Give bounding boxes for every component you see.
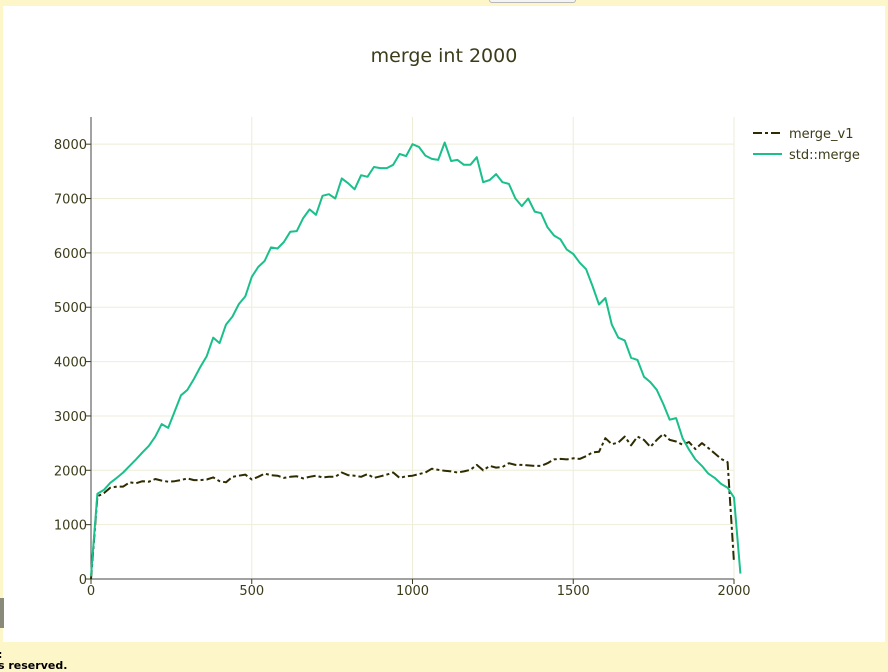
- x-tick-label: 500: [239, 584, 264, 599]
- y-tick-label: 5000: [54, 301, 87, 316]
- series-line-std-merge: [90, 141, 742, 577]
- chart-container: merge int 2000 0 1000 2000 3000 4000 5000 6000…: [3, 6, 885, 642]
- x-tick-label: 2000: [717, 584, 750, 599]
- x-axis-ticks: 0 500 1000 1500 2000: [87, 579, 751, 599]
- legend-label: merge_v1: [789, 127, 854, 142]
- side-panel-edge: [0, 598, 4, 628]
- y-tick-label: 8000: [54, 138, 87, 153]
- footer-line-1: :: [0, 648, 2, 661]
- line-chart: merge int 2000 0100020003000400050006000…: [54, 45, 860, 599]
- y-tick-label: 7000: [54, 193, 87, 208]
- y-tick-label: 6000: [54, 247, 87, 262]
- y-tick-label: 3000: [54, 410, 87, 425]
- y-tick-label: 0: [79, 573, 87, 588]
- x-tick-label: 1500: [557, 584, 590, 599]
- y-axis-ticks: 0 1000 2000 3000 4000 5000 6000 7000 8000: [54, 138, 91, 588]
- footer-line-2: s reserved.: [0, 659, 68, 672]
- x-tick-label: 0: [87, 584, 95, 599]
- legend-label: std::merge: [789, 148, 860, 163]
- chart-title: merge int 2000: [371, 45, 518, 67]
- footer-text: : s reserved.: [0, 649, 67, 671]
- y-tick-label: 1000: [54, 519, 87, 534]
- y-tick-label: 2000: [54, 464, 87, 479]
- x-tick-label: 1000: [396, 584, 429, 599]
- series-line-merge-v1: [90, 432, 735, 580]
- y-tick-label: 4000: [54, 356, 87, 371]
- axes: [90, 117, 734, 580]
- grid-lines: [91, 117, 735, 579]
- window-tab: [489, 0, 576, 3]
- series-lines: [90, 141, 742, 580]
